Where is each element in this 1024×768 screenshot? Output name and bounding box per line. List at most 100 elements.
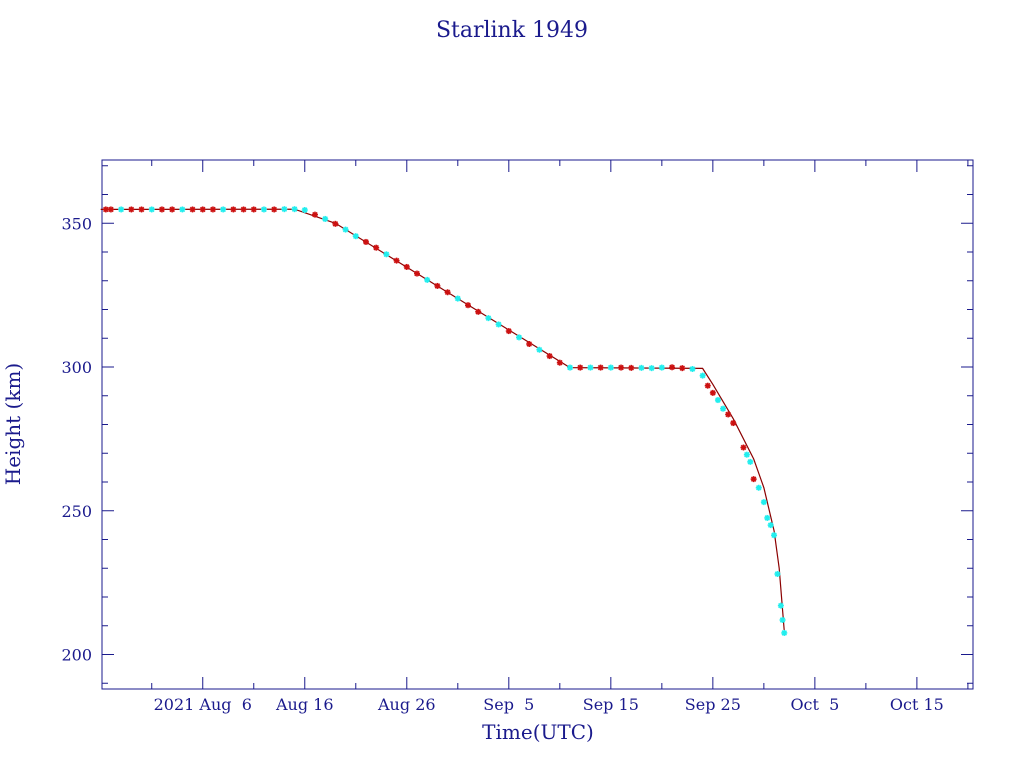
data-point-cyan <box>148 206 155 213</box>
y-tick-label: 250 <box>61 502 92 521</box>
data-point-red <box>505 328 512 335</box>
data-point-cyan <box>485 315 492 322</box>
data-point-cyan <box>767 522 774 529</box>
data-point-red <box>475 308 482 315</box>
data-point-red <box>102 206 109 213</box>
data-point-cyan <box>291 206 298 213</box>
data-point-red <box>556 359 563 366</box>
x-tick-label: Oct 15 <box>890 695 944 714</box>
data-point-cyan <box>118 206 125 213</box>
data-point-red <box>546 353 553 360</box>
data-point-red <box>393 257 400 264</box>
data-point-cyan <box>567 364 574 371</box>
data-point-red <box>413 270 420 277</box>
data-point-cyan <box>658 364 665 371</box>
data-point-red <box>189 206 196 213</box>
data-point-red <box>597 364 604 371</box>
y-tick-label: 200 <box>61 646 92 665</box>
data-point-cyan <box>352 233 359 240</box>
data-point-cyan <box>771 532 778 539</box>
plot-frame <box>101 159 974 690</box>
data-point-red <box>332 220 339 227</box>
data-point-cyan <box>322 215 329 222</box>
data-point-red <box>618 364 625 371</box>
data-markers <box>102 206 788 636</box>
y-axis-label: Height (km) <box>1 363 25 485</box>
x-tick-label: Aug 16 <box>275 695 334 714</box>
data-point-red <box>526 341 533 347</box>
x-tick-label: Sep 25 <box>685 695 741 714</box>
data-point-red <box>209 206 216 213</box>
data-point-cyan <box>516 334 523 341</box>
data-point-cyan <box>714 397 721 404</box>
data-point-cyan <box>781 629 788 636</box>
data-point-red <box>725 411 732 418</box>
data-point-red <box>169 206 176 213</box>
data-point-cyan <box>638 364 645 371</box>
axis-ticks <box>102 160 973 689</box>
data-point-cyan <box>607 364 614 371</box>
data-point-red <box>669 364 676 371</box>
data-point-cyan <box>720 405 727 412</box>
data-point-red <box>577 364 584 371</box>
data-point-cyan <box>779 617 786 623</box>
x-tick-label: 2021 Aug 6 <box>154 695 252 714</box>
data-point-red <box>679 365 686 372</box>
data-point-red <box>403 263 410 270</box>
chart-title: Starlink 1949 <box>436 18 588 43</box>
x-tick-label: Oct 5 <box>790 695 839 714</box>
data-point-cyan <box>764 514 771 521</box>
data-point-cyan <box>689 366 696 373</box>
height-curve <box>100 208 785 632</box>
data-point-cyan <box>699 372 706 379</box>
data-point-red <box>628 364 635 371</box>
data-point-cyan <box>281 206 288 213</box>
data-point-cyan <box>774 571 781 577</box>
data-point-cyan <box>179 206 186 213</box>
data-point-red <box>464 302 471 309</box>
data-point-cyan <box>587 364 594 371</box>
data-point-red <box>704 382 711 389</box>
data-point-cyan <box>383 251 390 258</box>
data-point-cyan <box>743 451 750 458</box>
data-point-cyan <box>747 458 754 465</box>
data-point-cyan <box>301 207 308 214</box>
data-point-cyan <box>536 346 543 353</box>
data-point-red <box>709 389 716 396</box>
data-point-red <box>444 289 451 296</box>
y-tick-label: 300 <box>61 358 92 377</box>
data-point-red <box>138 206 145 213</box>
data-point-red <box>311 211 318 218</box>
data-point-red <box>230 206 237 213</box>
x-tick-label: Aug 26 <box>377 695 436 714</box>
data-point-cyan <box>454 295 461 302</box>
data-point-cyan <box>342 226 349 233</box>
data-point-red <box>240 206 247 213</box>
data-point-red <box>250 206 257 213</box>
y-tick-label: 350 <box>61 214 92 233</box>
data-point-red <box>730 420 737 427</box>
data-point-cyan <box>424 276 431 283</box>
data-point-red <box>199 206 206 213</box>
data-point-red <box>434 282 441 289</box>
data-point-red <box>158 206 165 213</box>
data-point-red <box>740 444 747 451</box>
data-point-cyan <box>495 321 502 328</box>
data-point-red <box>128 206 135 213</box>
data-point-cyan <box>220 206 227 213</box>
x-tick-label: Sep 15 <box>583 695 639 714</box>
data-point-cyan <box>777 602 784 609</box>
data-point-red <box>107 206 114 213</box>
x-tick-labels: 2021 Aug 6 Aug 16 Aug 26 Sep 5 Sep 15 Sep 25 O… <box>154 695 944 714</box>
data-point-red <box>362 238 369 245</box>
data-point-cyan <box>260 206 267 213</box>
data-point-cyan <box>648 365 655 372</box>
y-tick-labels: 200 250 300 350 <box>61 214 92 664</box>
data-point-cyan <box>755 484 762 491</box>
data-point-cyan <box>760 499 767 506</box>
x-tick-label: Sep 5 <box>483 695 534 714</box>
data-point-red <box>373 244 380 251</box>
x-axis-label: Time(UTC) <box>482 720 594 744</box>
data-point-red <box>750 476 757 483</box>
